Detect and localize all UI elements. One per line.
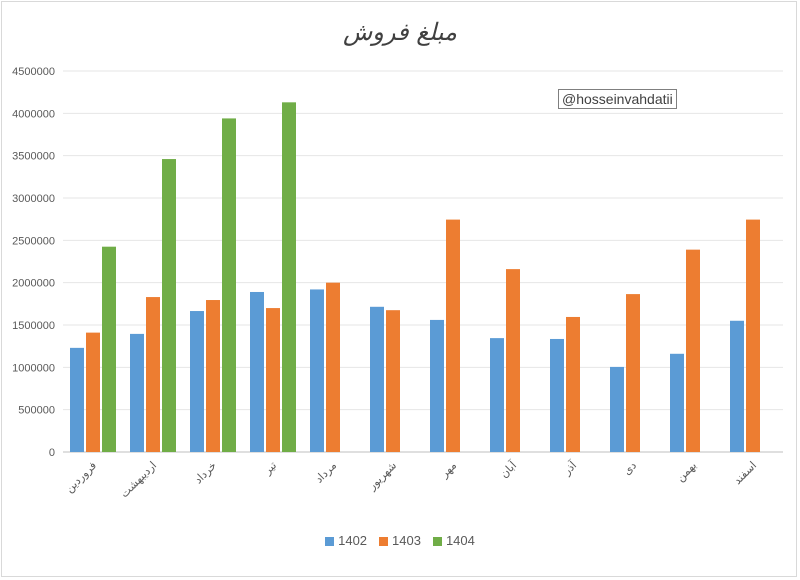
x-tick-label: بهمن [674, 460, 699, 485]
bar-1403-5 [326, 282, 340, 452]
bar-1403-8 [506, 269, 520, 452]
y-tick-label: 4500000 [12, 66, 55, 78]
bar-1402-4 [250, 291, 264, 452]
bar-1403-11 [686, 249, 700, 452]
y-tick-label: 4000000 [12, 108, 55, 120]
bar-1402-9 [550, 338, 564, 452]
x-tick-label: اسفند [732, 460, 760, 488]
bar-1403-6 [386, 310, 400, 452]
bar-1404-1 [102, 246, 116, 452]
legend-item-1402: 1402 [325, 533, 367, 548]
bar-1403-3 [206, 300, 220, 452]
x-tick-label: اردیبهشت [119, 460, 160, 501]
legend-item-1403: 1403 [379, 533, 421, 548]
legend-item-1404: 1404 [432, 533, 475, 548]
x-tick-label: مهر [438, 460, 459, 481]
legend-swatch [432, 537, 442, 547]
bar-1403-2 [146, 297, 160, 452]
bar-1403-4 [266, 308, 280, 452]
y-tick-label: 2000000 [12, 278, 55, 290]
x-tick-label: شهریور [366, 460, 400, 494]
legend-swatch [379, 537, 389, 547]
bar-1403-10 [626, 294, 640, 452]
x-tick-label: آذر [560, 458, 580, 478]
legend-label: 1402 [338, 533, 368, 548]
y-tick-label: 3000000 [12, 193, 55, 205]
x-tick-label: آبان [498, 458, 520, 480]
bar-1402-10 [610, 366, 624, 452]
chart-legend: 1402 1403 1404 [0, 533, 800, 548]
bar-1403-12 [746, 219, 760, 452]
bar-1402-7 [430, 319, 444, 452]
legend-label: 1403 [392, 533, 421, 548]
bar-1402-11 [670, 353, 684, 452]
x-tick-label: تیر [261, 460, 279, 478]
legend-label: 1404 [445, 533, 475, 548]
x-tick-label: مرداد [313, 460, 339, 486]
x-tick-label: دی [621, 460, 639, 478]
bar-1402-6 [370, 306, 384, 452]
bar-1402-1 [70, 347, 84, 452]
y-tick-label: 2500000 [12, 235, 55, 247]
bar-1403-1 [86, 332, 100, 452]
x-tick-label: خرداد [192, 460, 219, 487]
bar-1402-5 [310, 289, 324, 452]
bar-1404-4 [282, 102, 296, 453]
y-tick-label: 1500000 [12, 320, 55, 332]
bar-1404-2 [162, 159, 176, 452]
y-tick-label: 500000 [18, 405, 55, 417]
y-tick-label: 0 [49, 447, 55, 459]
chart-title: مبلغ فروش [342, 18, 458, 46]
y-tick-label: 1000000 [12, 362, 55, 374]
y-tick-label: 3500000 [12, 151, 55, 163]
x-tick-label: فروردین [64, 460, 100, 496]
bar-1402-3 [190, 311, 204, 452]
bar-1402-2 [130, 333, 144, 452]
bar-1402-12 [730, 320, 744, 452]
watermark-handle: @hosseinvahdatii [558, 89, 677, 109]
bar-1403-7 [446, 219, 460, 452]
bar-1404-3 [222, 118, 236, 452]
legend-swatch [325, 537, 335, 547]
bar-1402-8 [490, 338, 504, 452]
bar-1403-9 [566, 316, 580, 452]
